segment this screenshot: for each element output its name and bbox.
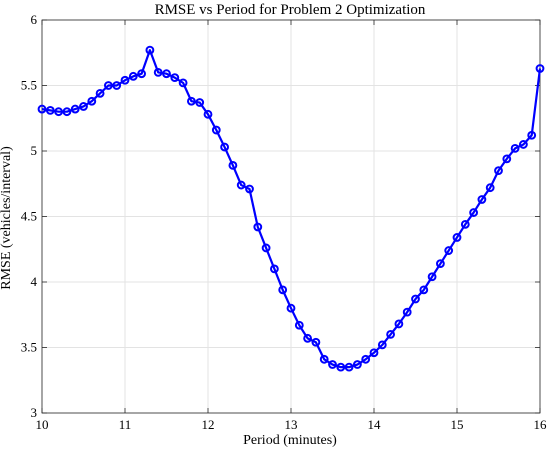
- data-point: [394, 319, 404, 329]
- data-point: [45, 105, 55, 115]
- data-point: [228, 161, 238, 170]
- x-axis-label: Period (minutes): [243, 433, 337, 448]
- data-point: [278, 285, 288, 295]
- x-tick-label: 14: [368, 417, 382, 432]
- data-point: [220, 142, 230, 152]
- data-point: [411, 294, 420, 304]
- data-point: [261, 243, 271, 253]
- x-tick-label: 13: [285, 417, 298, 432]
- data-point: [162, 69, 171, 79]
- data-point: [502, 154, 512, 164]
- data-point: [527, 130, 537, 140]
- x-tick-label: 12: [202, 417, 215, 432]
- data-point: [328, 360, 337, 369]
- data-point: [137, 69, 147, 79]
- data-point: [286, 303, 296, 313]
- data-point: [236, 180, 246, 190]
- y-tick-label: 3: [31, 405, 38, 420]
- data-point: [153, 68, 163, 77]
- data-point: [270, 264, 279, 274]
- data-point: [427, 272, 437, 282]
- data-point: [128, 71, 138, 81]
- y-tick-label: 5.5: [21, 78, 37, 93]
- data-point: [494, 166, 503, 176]
- data-point: [120, 75, 130, 85]
- data-point: [294, 320, 304, 330]
- data-point: [510, 143, 520, 153]
- data-point: [203, 109, 213, 119]
- data-point: [386, 330, 396, 339]
- data-point: [178, 78, 188, 88]
- data-point: [112, 81, 122, 90]
- data-point: [311, 337, 321, 347]
- y-tick-label: 6: [31, 12, 38, 27]
- data-point: [62, 107, 72, 117]
- data-point: [436, 259, 445, 269]
- x-tick-label: 11: [119, 417, 132, 432]
- data-point: [253, 222, 263, 232]
- data-point: [187, 96, 196, 106]
- data-point: [460, 219, 470, 229]
- data-point: [87, 96, 97, 106]
- data-point: [303, 333, 313, 343]
- data-point: [535, 64, 545, 73]
- data-point: [54, 107, 63, 117]
- data-point: [469, 208, 479, 217]
- data-point: [170, 73, 180, 83]
- x-tick-label: 15: [451, 417, 464, 432]
- y-tick-label: 3.5: [21, 340, 37, 355]
- data-point: [361, 354, 371, 364]
- data-point: [369, 348, 379, 358]
- x-tick-label: 10: [36, 417, 49, 432]
- data-point: [336, 362, 346, 372]
- data-point: [377, 340, 387, 350]
- data-point: [95, 88, 105, 98]
- data-point: [79, 102, 88, 111]
- data-point: [104, 81, 113, 90]
- data-point: [477, 195, 487, 204]
- y-axis-label: RMSE (vehicles/interval): [0, 146, 14, 290]
- data-point: [353, 360, 362, 369]
- y-tick-label: 4.5: [21, 209, 37, 224]
- x-tick-label: 16: [534, 417, 548, 432]
- data-point: [485, 183, 495, 193]
- data-point: [145, 45, 155, 55]
- y-tick-label: 4: [31, 274, 38, 289]
- data-point: [319, 354, 329, 364]
- data-point: [70, 104, 80, 114]
- data-point: [211, 125, 221, 135]
- data-point: [195, 98, 205, 107]
- data-point: [344, 362, 354, 372]
- data-point: [452, 233, 462, 242]
- chart-title: RMSE vs Period for Problem 2 Optimizatio…: [154, 2, 426, 18]
- data-point: [245, 184, 254, 194]
- data-point: [37, 104, 47, 114]
- series-line: [41, 49, 542, 369]
- data-point: [444, 246, 454, 255]
- data-point: [519, 140, 528, 149]
- y-tick-label: 5: [31, 143, 38, 158]
- data-point: [402, 307, 412, 317]
- data-point: [419, 285, 429, 295]
